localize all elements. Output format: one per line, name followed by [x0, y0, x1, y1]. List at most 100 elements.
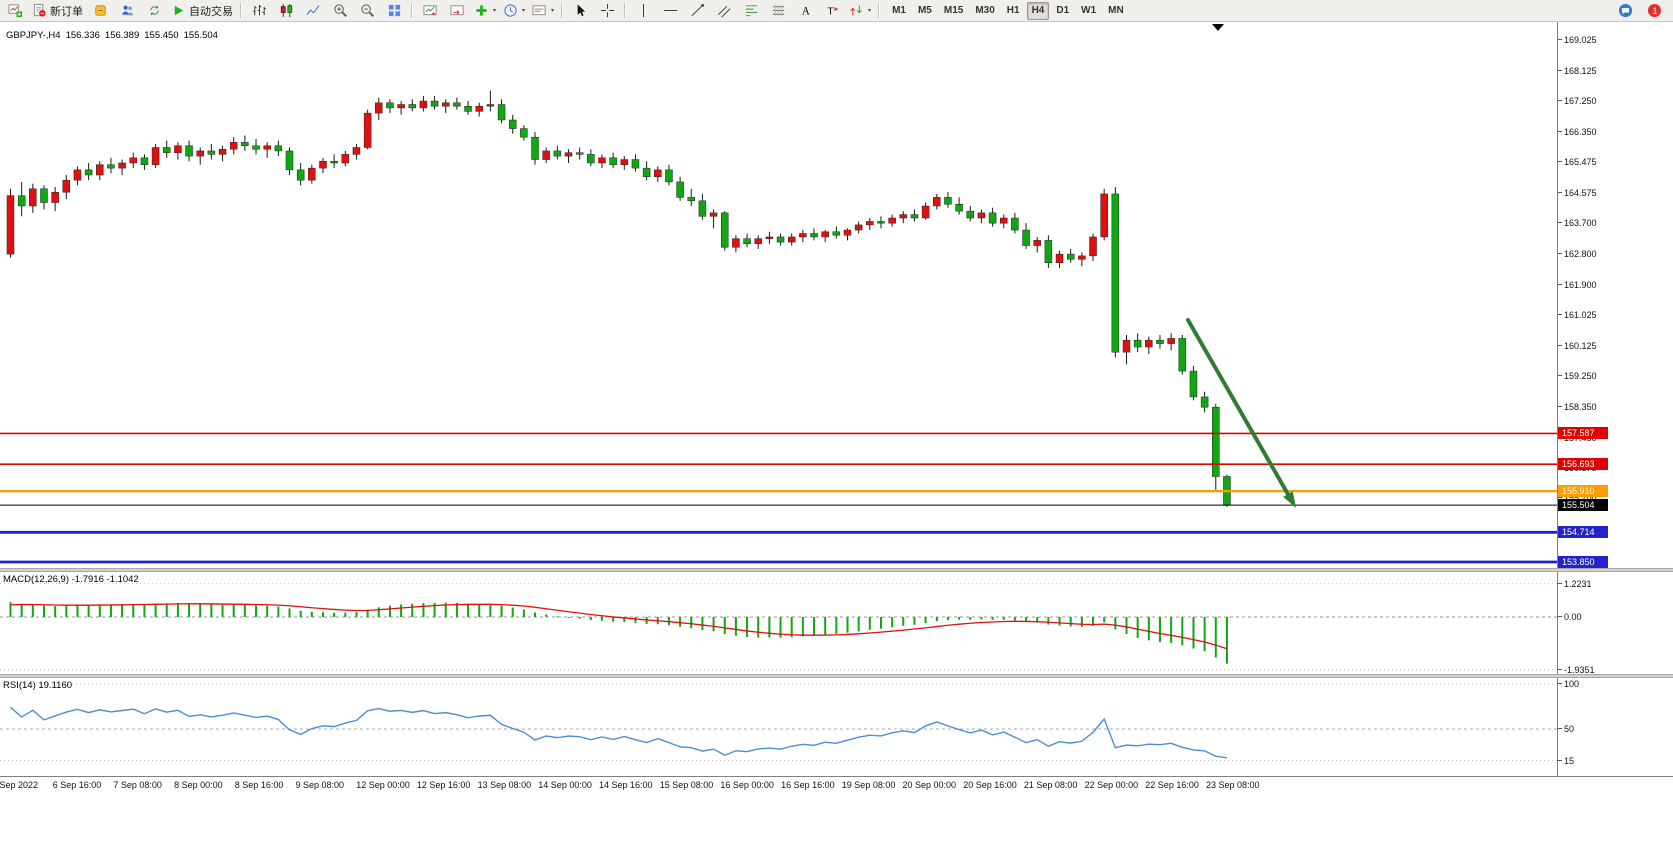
- price-chart-panel: GBPJPY-,H4 156.336 156.389 155.450 155.504: [0, 22, 1557, 568]
- macd-axis-label: -1.9351: [1558, 664, 1595, 675]
- candlestick-chart-icon[interactable]: [273, 1, 299, 21]
- price-badge-blue: 153.850: [1558, 556, 1608, 569]
- price-badge-red: 157.587: [1558, 427, 1608, 440]
- panel-divider[interactable]: [0, 568, 1673, 572]
- zoom-out-icon[interactable]: [354, 1, 380, 21]
- horizontal-line-icon[interactable]: [657, 1, 683, 21]
- timeframe-mn-button[interactable]: MN: [1108, 5, 1124, 16]
- bar-chart-icon[interactable]: [246, 1, 272, 21]
- toolbar-separator: [561, 3, 564, 18]
- price-tick: 169.025: [1558, 35, 1597, 45]
- timeframe-m30-button[interactable]: M30: [975, 5, 995, 16]
- text-icon[interactable]: A: [792, 1, 818, 21]
- arrows-icon[interactable]: ▾: [846, 1, 874, 21]
- time-axis[interactable]: 5 Sep 2022 6 Sep 16:00 7 Sep 08:00 8 Sep 00…: [0, 776, 1673, 794]
- time-tick-label: 9 Sep 08:00: [295, 780, 345, 790]
- panel-divider[interactable]: [0, 674, 1673, 678]
- dropdown-caret-icon: ▾: [551, 8, 555, 14]
- macd-panel: MACD(12,26,9) -1.7916 -1.1042: [0, 572, 1557, 674]
- timeframe-w1-button[interactable]: W1: [1081, 5, 1097, 16]
- price-badge-blue: 154.714: [1558, 526, 1608, 539]
- time-tick-label: 5 Sep 2022: [0, 780, 39, 790]
- rsi-axis-label: 100: [1557, 679, 1580, 689]
- new-order-button[interactable]: 新订单: [29, 1, 86, 21]
- text-label-icon[interactable]: T: [819, 1, 845, 21]
- price-tick: 163.700: [1558, 218, 1597, 229]
- dropdown-caret-icon: ▾: [522, 8, 526, 14]
- svg-text:T: T: [827, 6, 834, 17]
- timeframe-h4-button[interactable]: H4: [1026, 1, 1050, 20]
- timeframe-m5-button[interactable]: M5: [917, 5, 932, 16]
- symbol-label: GBPJPY-,H4: [6, 30, 61, 41]
- crosshair-icon[interactable]: [594, 1, 620, 21]
- vertical-line-icon[interactable]: [630, 1, 656, 21]
- trendline-icon[interactable]: [684, 1, 710, 21]
- time-tick-label: 23 Sep 08:00: [1206, 780, 1260, 790]
- toolbar-separator: [240, 3, 242, 18]
- quote-low: 155.450: [144, 30, 179, 41]
- price-badge-bid: 155.504: [1558, 499, 1608, 512]
- cursor-icon[interactable]: [567, 1, 593, 21]
- price-tick: 166.350: [1558, 127, 1597, 138]
- notifications-icon[interactable]: 1: [1641, 1, 1667, 21]
- toolbar-separator: [624, 3, 627, 18]
- macd-canvas[interactable]: [0, 572, 1557, 674]
- timeframe-m1-button[interactable]: M1: [892, 5, 906, 16]
- refresh-icon[interactable]: [141, 1, 167, 21]
- rsi-canvas[interactable]: [0, 678, 1557, 776]
- periods-icon[interactable]: ▾: [500, 1, 528, 21]
- bar-shift-marker-icon: [1212, 24, 1224, 31]
- fibonacci-icon[interactable]: [738, 1, 764, 21]
- macd-axis-label: 0.00: [1558, 612, 1582, 622]
- toolbar-separator: [411, 3, 413, 18]
- add-object-icon[interactable]: ▾: [471, 1, 499, 21]
- community-chat-icon[interactable]: [1612, 1, 1638, 21]
- time-tick-label: 20 Sep 16:00: [963, 780, 1017, 790]
- quote-high: 156.389: [104, 30, 140, 41]
- rsi-label: RSI(14) 19.1160: [3, 680, 73, 691]
- price-badge-red: 156.693: [1558, 458, 1608, 471]
- autotrading-button[interactable]: 自动交易: [168, 1, 236, 21]
- time-tick-label: 12 Sep 00:00: [356, 780, 410, 790]
- objects-list-icon[interactable]: [765, 1, 791, 21]
- price-tick: 160.125: [1558, 341, 1597, 352]
- time-tick-label: 19 Sep 08:00: [841, 780, 896, 790]
- svg-text:1: 1: [1652, 6, 1657, 16]
- quote-open: 156.336: [65, 30, 100, 41]
- time-tick-label: 20 Sep 00:00: [902, 780, 957, 790]
- channel-icon[interactable]: [711, 1, 737, 21]
- timeframe-toolbar: M1 M5 M15 M30 H1 H4 D1 W1 MN: [887, 1, 1129, 20]
- new-order-button-label: 新订单: [50, 5, 83, 18]
- new-chart-icon[interactable]: [2, 1, 28, 21]
- price-tick: 155.700: [1558, 493, 1597, 503]
- time-tick-label: 7 Sep 08:00: [113, 780, 162, 790]
- trend-arrow-annotation[interactable]: [1186, 318, 1296, 508]
- price-tick: 161.025: [1558, 310, 1597, 321]
- chart-shift-icon[interactable]: [444, 1, 470, 21]
- price-chart-canvas[interactable]: [0, 22, 1557, 568]
- zoom-in-icon[interactable]: [327, 1, 353, 21]
- dropdown-caret-icon: ▾: [868, 8, 872, 14]
- price-tick: 159.250: [1558, 371, 1597, 382]
- line-chart-icon[interactable]: [300, 1, 326, 21]
- time-tick-label: 16 Sep 00:00: [720, 780, 774, 790]
- macd-axis-label: 1.2231: [1558, 578, 1592, 589]
- timeframe-d1-button[interactable]: D1: [1056, 5, 1070, 16]
- templates-icon[interactable]: ▾: [529, 1, 557, 21]
- community-icon[interactable]: [114, 1, 140, 21]
- tile-windows-icon[interactable]: [381, 1, 407, 21]
- macd-signal-line: [10, 603, 1228, 650]
- dropdown-caret-icon: ▾: [493, 8, 497, 14]
- rsi-axis-label: 50: [1557, 724, 1575, 734]
- time-tick-label: 22 Sep 16:00: [1145, 780, 1199, 790]
- svg-text:A: A: [801, 6, 810, 18]
- price-axis[interactable]: 169.025 168.125 167.250 166.350 165.475 164.5…: [1557, 22, 1673, 776]
- price-tick: 164.575: [1558, 188, 1597, 199]
- time-tick-label: 22 Sep 00:00: [1084, 780, 1139, 790]
- timeframe-m15-button[interactable]: M15: [943, 5, 964, 16]
- price-tick: 162.800: [1558, 249, 1597, 260]
- symbol-quote: GBPJPY-,H4 156.336 156.389 155.450 155.504: [6, 30, 223, 41]
- auto-scroll-icon[interactable]: [417, 1, 443, 21]
- metaeditor-icon[interactable]: [87, 1, 113, 21]
- timeframe-h1-button[interactable]: H1: [1006, 5, 1020, 16]
